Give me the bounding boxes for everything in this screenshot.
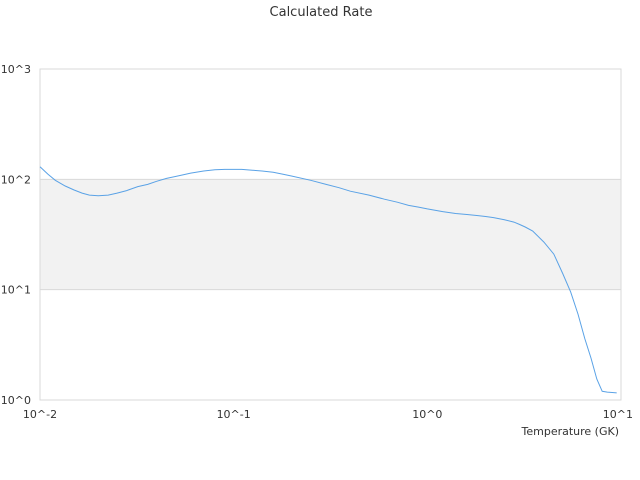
x-axis-ticks: 10^-2 10^-1 10^0 10^1 — [23, 408, 633, 421]
x-tick-label: 10^-2 — [23, 408, 57, 421]
x-tick-label: 10^0 — [412, 408, 442, 421]
y-tick-label: 10^3 — [1, 63, 31, 76]
x-axis-label: Temperature (GK) — [521, 425, 620, 438]
chart-title: Calculated Rate — [270, 5, 373, 20]
y-tick-label: 10^0 — [1, 394, 31, 407]
plot-area-border — [39, 68, 622, 401]
y-axis-ticks: 10^0 10^1 10^2 10^3 — [1, 63, 31, 407]
y-tick-label: 10^2 — [1, 173, 31, 186]
series-line — [39, 166, 617, 394]
band-fill — [40, 179, 621, 290]
y-tick-label: 10^1 — [1, 284, 31, 297]
x-tick-label: 10^1 — [603, 408, 633, 421]
x-tick-label: 10^-1 — [217, 408, 251, 421]
